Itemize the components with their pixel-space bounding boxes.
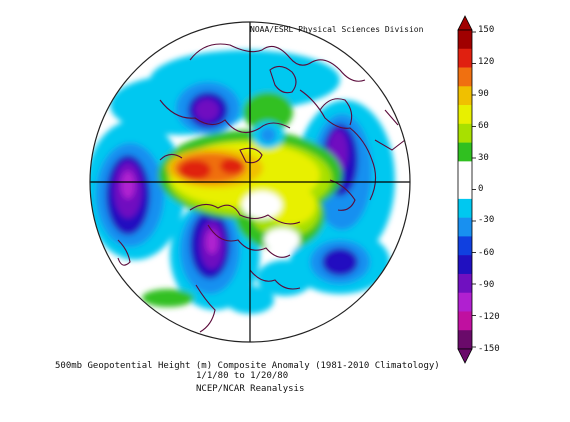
colorbar-segment	[458, 236, 472, 256]
colorbar-segment	[458, 161, 472, 181]
coastlines	[117, 43, 406, 333]
credit-text: NOAA/ESRL Physical Sciences Division	[250, 25, 424, 34]
colorbar-segment	[458, 30, 472, 50]
colorbar-label: -150	[478, 344, 500, 354]
colorbar-segment	[458, 86, 472, 106]
colorbar-label: -90	[478, 280, 495, 290]
colorbar-segment	[458, 292, 472, 312]
colorbar-min-arrow	[457, 348, 473, 364]
colorbar-label: 30	[478, 153, 489, 163]
colorbar-segment	[458, 198, 472, 218]
colorbar-segment	[458, 217, 472, 237]
caption-title: 500mb Geopotential Height (m) Composite …	[55, 361, 440, 371]
colorbar	[457, 15, 476, 364]
colorbar-label: 60	[478, 121, 489, 131]
colorbar-label: -60	[478, 248, 495, 258]
colorbar-label: -120	[478, 312, 500, 322]
colorbar-segment	[458, 255, 472, 275]
colorbar-label: 120	[478, 57, 495, 67]
colorbar-segment	[458, 142, 472, 162]
colorbar-segment	[458, 105, 472, 125]
colorbar-label: 90	[478, 89, 489, 99]
colorbar-label: -30	[478, 215, 495, 225]
graticule	[89, 21, 411, 343]
colorbar-label: 150	[478, 25, 495, 35]
colorbar-segment	[458, 180, 472, 200]
colorbar-segment	[458, 123, 472, 143]
colorbar-segment	[458, 330, 472, 350]
colorbar-max-arrow	[457, 15, 473, 31]
colorbar-segment	[458, 48, 472, 68]
caption-source: NCEP/NCAR Reanalysis	[196, 384, 305, 394]
colorbar-segment	[458, 273, 472, 294]
colorbar-segment	[458, 67, 472, 87]
caption-date-range: 1/1/80 to 1/20/80	[196, 371, 289, 381]
colorbar-label: 0	[478, 184, 484, 194]
colorbar-segment	[458, 311, 472, 331]
